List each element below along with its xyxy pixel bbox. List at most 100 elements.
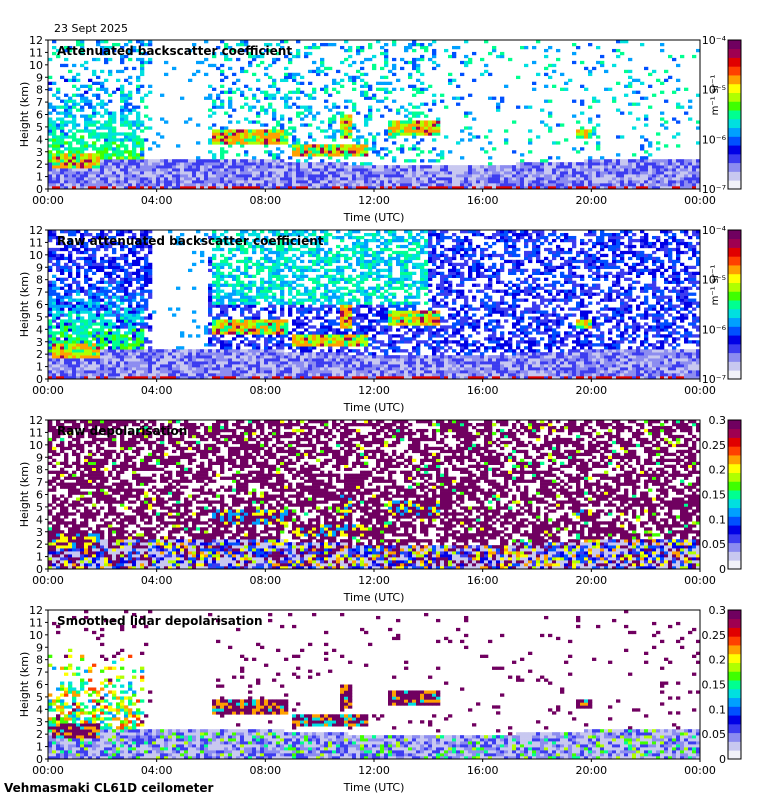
heatmap-cell — [552, 183, 557, 187]
heatmap-cell — [280, 135, 285, 139]
heatmap-cell — [472, 51, 477, 56]
heatmap-cell — [112, 235, 117, 240]
heatmap-cell — [100, 331, 105, 335]
heatmap-cell — [392, 57, 397, 62]
heatmap-cell — [584, 132, 589, 136]
heatmap-cell — [372, 168, 377, 172]
heatmap-cell — [640, 135, 645, 139]
heatmap-cell — [528, 186, 533, 190]
heatmap-cell — [76, 364, 81, 368]
heatmap-cell — [220, 289, 225, 293]
heatmap-cell — [268, 93, 273, 97]
heatmap-cell — [120, 286, 125, 290]
heatmap-cell — [316, 162, 321, 166]
heatmap-cell — [608, 159, 613, 163]
heatmap-cell — [204, 331, 209, 335]
heatmap-cell — [120, 241, 125, 246]
heatmap-cell — [216, 289, 221, 293]
heatmap-cell — [56, 90, 61, 94]
heatmap-cell — [360, 45, 365, 50]
heatmap-cell — [228, 352, 233, 356]
heatmap-cell — [104, 238, 109, 243]
heatmap-cell — [212, 159, 217, 163]
heatmap-cell — [316, 183, 321, 187]
heatmap-cell — [144, 325, 149, 329]
heatmap-cell — [52, 171, 57, 175]
heatmap-cell — [72, 367, 77, 371]
heatmap-cell — [524, 165, 529, 169]
heatmap-cell — [484, 174, 489, 178]
heatmap-cell — [132, 48, 137, 53]
heatmap-cell — [68, 69, 73, 74]
heatmap-cell — [536, 72, 541, 77]
heatmap-cell — [416, 87, 421, 91]
heatmap-cell — [396, 123, 401, 127]
heatmap-cell — [460, 174, 465, 178]
heatmap-cell — [280, 45, 285, 50]
heatmap-cell — [224, 162, 229, 166]
heatmap-cell — [244, 283, 249, 287]
heatmap-cell — [60, 105, 65, 109]
heatmap-cell — [384, 63, 389, 68]
heatmap-cell — [244, 301, 249, 305]
heatmap-cell — [556, 165, 561, 169]
heatmap-cell — [80, 51, 85, 56]
heatmap-cell — [216, 180, 221, 184]
heatmap-cell — [136, 183, 141, 187]
heatmap-cell — [96, 298, 101, 302]
heatmap-cell — [260, 319, 265, 323]
heatmap-cell — [80, 289, 85, 293]
heatmap-cell — [220, 364, 225, 368]
heatmap-cell — [144, 238, 149, 243]
heatmap-cell — [364, 123, 369, 127]
heatmap-cell — [356, 111, 361, 115]
heatmap-cell — [364, 174, 369, 178]
heatmap-cell — [360, 150, 365, 154]
heatmap-cell — [220, 358, 225, 362]
heatmap-cell — [84, 352, 89, 356]
heatmap-cell — [208, 328, 213, 332]
heatmap-cell — [204, 343, 209, 347]
heatmap-cell — [56, 138, 61, 142]
heatmap-cell — [424, 165, 429, 169]
heatmap-cell — [96, 307, 101, 311]
heatmap-cell — [496, 174, 501, 178]
heatmap-cell — [208, 322, 213, 326]
heatmap-cell — [188, 370, 193, 374]
heatmap-cell — [264, 355, 269, 359]
heatmap-cell — [244, 117, 249, 121]
heatmap-cell — [660, 171, 665, 175]
heatmap-cell — [128, 352, 133, 356]
heatmap-cell — [212, 325, 217, 329]
heatmap-cell — [340, 117, 345, 121]
heatmap-cell — [120, 69, 125, 74]
heatmap-cell — [300, 171, 305, 175]
heatmap-cell — [220, 370, 225, 374]
heatmap-cell — [548, 165, 553, 169]
heatmap-cell — [472, 78, 477, 83]
heatmap-cell — [224, 313, 229, 317]
heatmap-cell — [64, 165, 69, 169]
heatmap-cell — [120, 165, 125, 169]
heatmap-cell — [120, 346, 125, 350]
heatmap-cell — [240, 69, 245, 74]
heatmap-cell — [604, 165, 609, 169]
heatmap-cell — [296, 159, 301, 163]
heatmap-cell — [120, 90, 125, 94]
heatmap-cell — [256, 286, 261, 290]
heatmap-cell — [292, 78, 297, 83]
heatmap-cell — [260, 292, 265, 296]
heatmap-cell — [96, 361, 101, 365]
heatmap-cell — [256, 180, 261, 184]
heatmap-cell — [108, 319, 113, 323]
heatmap-cell — [108, 265, 113, 270]
heatmap-cell — [104, 310, 109, 314]
heatmap-cell — [76, 153, 81, 157]
heatmap-cell — [64, 177, 69, 181]
heatmap-cell — [112, 337, 117, 341]
heatmap-cell — [280, 123, 285, 127]
heatmap-cell — [340, 162, 345, 166]
heatmap-cell — [652, 159, 657, 163]
heatmap-cell — [192, 72, 197, 77]
heatmap-cell — [52, 232, 57, 237]
